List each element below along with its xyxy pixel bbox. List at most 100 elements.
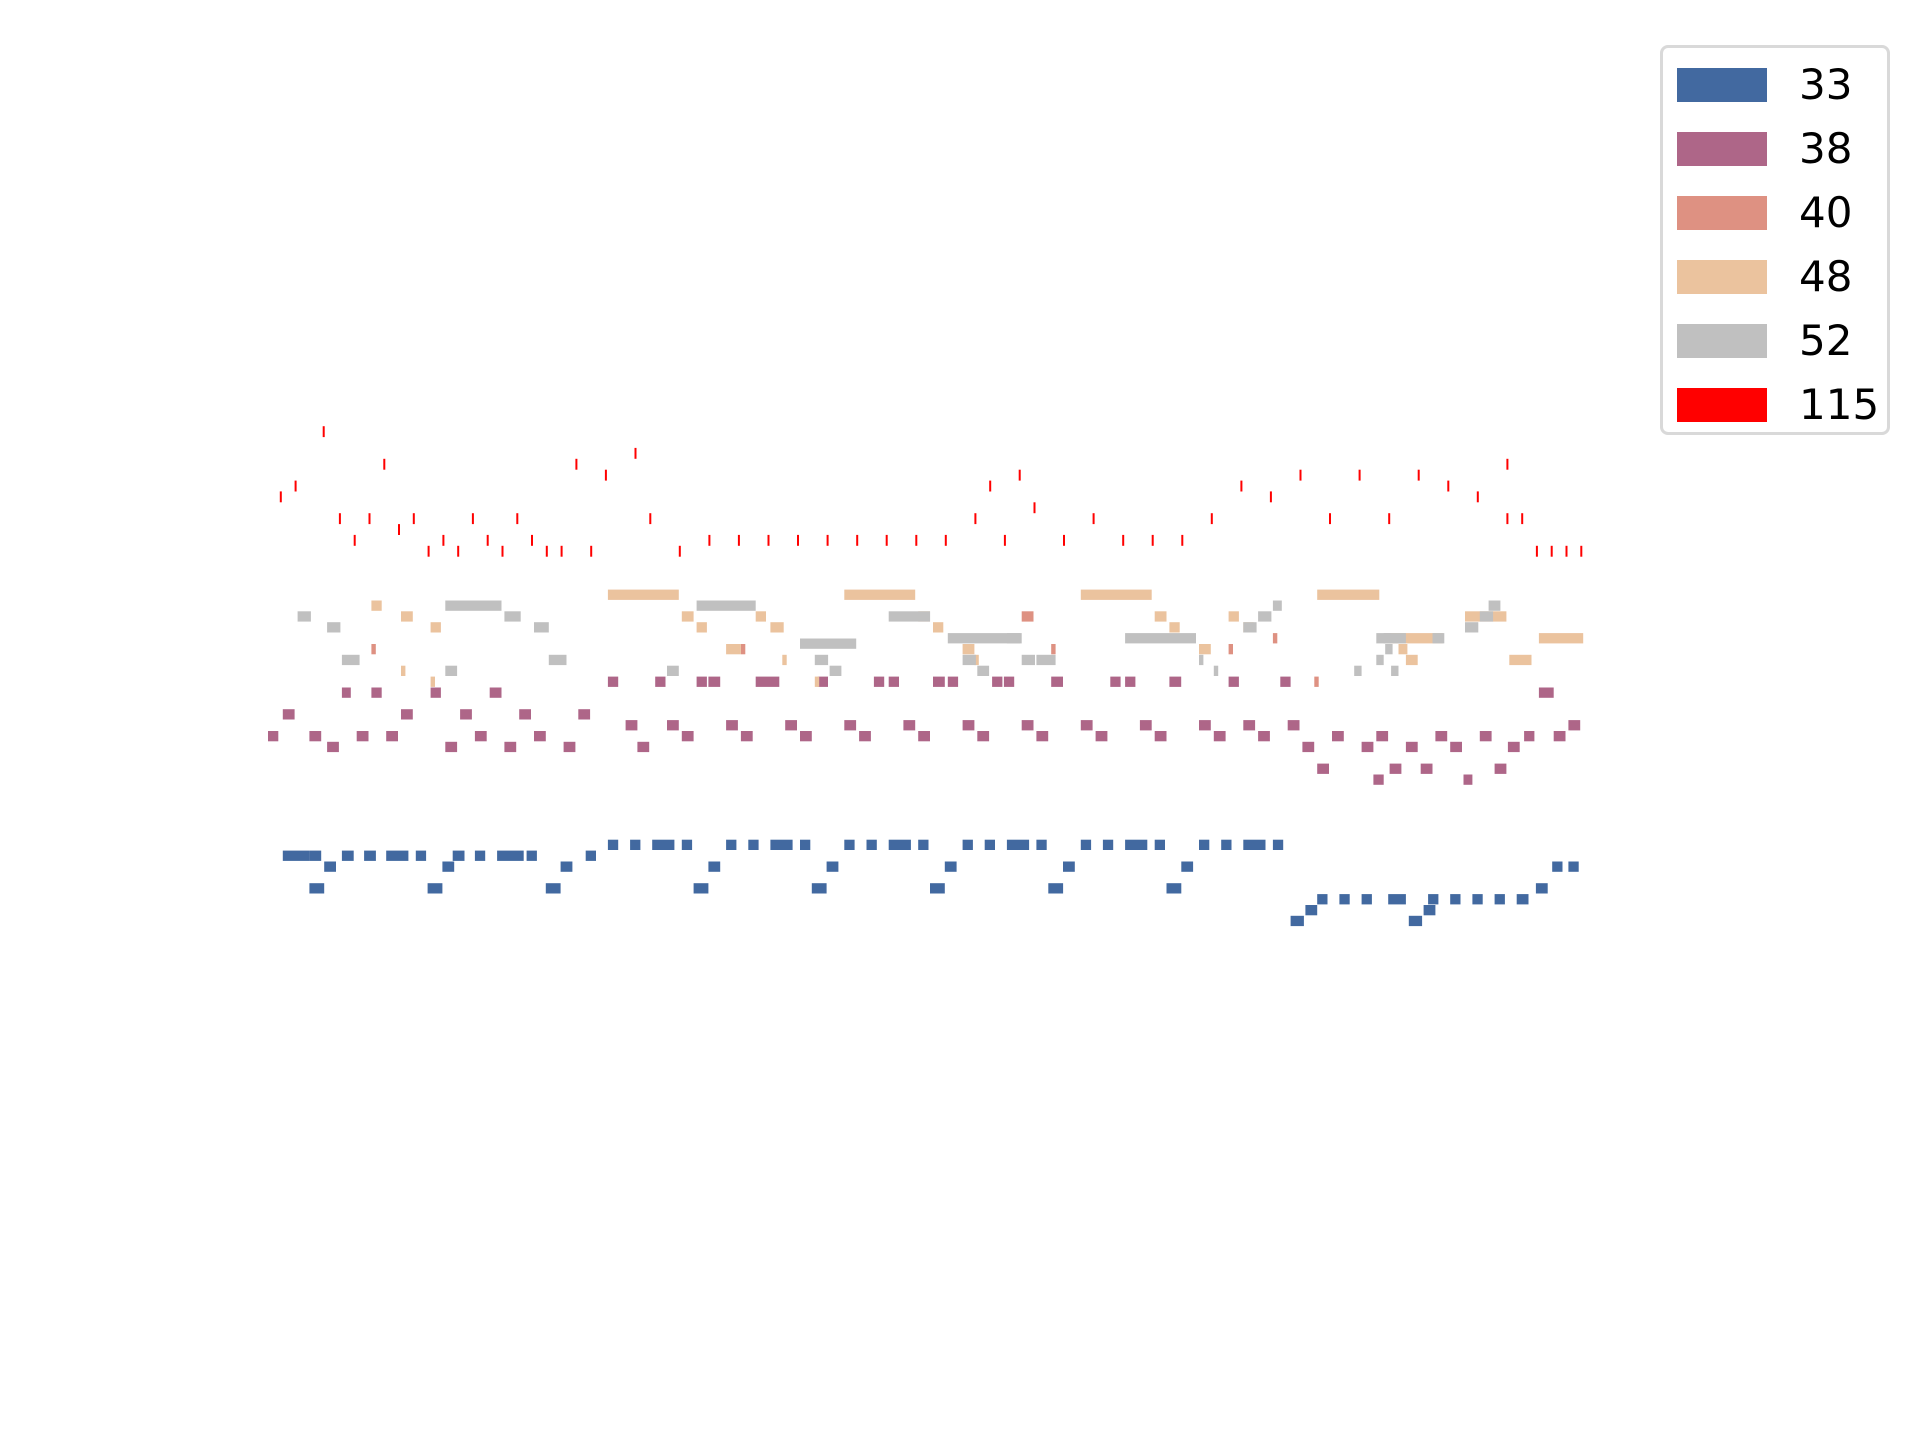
note-48-2 — [430, 622, 441, 633]
note-115-25 — [708, 534, 711, 546]
note-38-9 — [430, 687, 441, 698]
note-52-12 — [829, 665, 842, 676]
note-115-54 — [1506, 513, 1509, 525]
note-33-37 — [1199, 839, 1210, 850]
note-33-47 — [811, 883, 827, 894]
series-40 — [371, 611, 1319, 687]
note-52-30 — [1354, 665, 1362, 676]
note-48-4 — [430, 676, 435, 687]
note-52-17 — [1006, 633, 1021, 644]
note-33-33 — [1080, 839, 1092, 850]
note-48-1 — [401, 611, 413, 622]
note-38-65 — [1332, 731, 1344, 742]
note-33-61 — [1423, 905, 1436, 916]
note-52-31 — [1376, 633, 1406, 644]
note-52-9 — [696, 600, 756, 611]
note-33-3 — [364, 850, 376, 861]
note-115-3 — [338, 513, 341, 525]
note-52-18 — [1021, 654, 1035, 666]
note-52-7 — [445, 665, 458, 676]
note-38-77 — [1507, 741, 1520, 753]
note-38-72 — [1435, 731, 1448, 742]
note-33-50 — [1166, 883, 1182, 894]
note-52-16 — [977, 665, 990, 676]
note-115-40 — [1092, 513, 1095, 525]
note-38-28 — [740, 731, 753, 742]
note-38-20 — [625, 720, 638, 731]
note-115-27 — [767, 534, 770, 546]
legend-label-52: 52 — [1799, 316, 1853, 365]
note-38-58 — [1228, 676, 1239, 687]
note-115-33 — [944, 534, 947, 546]
note-38-2 — [309, 731, 322, 742]
note-48-5 — [607, 589, 679, 600]
note-33-40 — [1272, 839, 1284, 850]
note-48-15 — [933, 622, 944, 633]
note-38-1 — [282, 709, 295, 720]
note-38-44 — [992, 676, 1003, 687]
note-115-58 — [1550, 545, 1553, 557]
note-40-5 — [1272, 633, 1278, 644]
note-38-12 — [474, 731, 487, 742]
note-115-21 — [604, 469, 607, 481]
note-33-36 — [1154, 839, 1165, 850]
note-33-39 — [1243, 839, 1266, 850]
note-38-50 — [1095, 731, 1108, 742]
note-115-9 — [427, 545, 430, 557]
note-33-10 — [585, 850, 596, 861]
note-33-66 — [1568, 861, 1579, 872]
note-48-6 — [681, 611, 694, 622]
note-48-22 — [1228, 611, 1239, 622]
legend: 33 38 40 48 52 115 — [1660, 45, 1890, 435]
note-33-52 — [1339, 894, 1350, 905]
note-48-8 — [726, 644, 741, 655]
note-115-41 — [1122, 534, 1125, 546]
note-52-8 — [667, 665, 679, 676]
note-115-44 — [1210, 513, 1213, 525]
note-38-5 — [356, 731, 369, 742]
legend-item-33: 33 — [1677, 61, 1852, 109]
note-115-19 — [575, 458, 578, 470]
note-33-6 — [452, 850, 465, 861]
note-115-16 — [531, 534, 533, 546]
note-33-11 — [324, 861, 336, 872]
note-33-8 — [497, 850, 524, 861]
note-115-37 — [1018, 469, 1021, 481]
note-38-60 — [1258, 731, 1270, 742]
note-115-11 — [457, 545, 460, 557]
note-38-56 — [1199, 720, 1211, 731]
note-38-8 — [401, 709, 413, 720]
note-52-13 — [888, 611, 931, 622]
note-52-11 — [814, 654, 829, 666]
note-40-2 — [1021, 611, 1034, 622]
note-115-22 — [634, 447, 637, 459]
note-52-20 — [1125, 633, 1196, 644]
note-33-29 — [962, 839, 973, 850]
note-38-71 — [1420, 763, 1433, 774]
note-52-14 — [947, 633, 1022, 644]
legend-label-48: 48 — [1799, 252, 1853, 301]
note-38-55 — [1169, 676, 1182, 687]
note-38-18 — [578, 709, 591, 720]
note-48-26 — [1398, 644, 1408, 655]
note-33-18 — [630, 839, 641, 850]
note-48-20 — [1169, 622, 1180, 633]
note-38-79 — [1538, 687, 1554, 698]
note-115-51 — [1417, 469, 1420, 481]
legend-swatch-115 — [1677, 388, 1767, 422]
note-38-54 — [1154, 731, 1167, 742]
note-38-48 — [1051, 676, 1063, 687]
note-38-69 — [1389, 763, 1402, 774]
note-115-48 — [1329, 513, 1331, 525]
note-38-78 — [1524, 731, 1535, 742]
legend-swatch-48 — [1677, 260, 1767, 294]
note-38-30 — [767, 676, 780, 687]
note-48-27 — [1405, 654, 1418, 666]
note-38-52 — [1125, 676, 1136, 687]
note-115-55 — [1535, 545, 1538, 557]
note-38-74 — [1463, 774, 1473, 785]
note-52-19 — [1036, 654, 1056, 666]
note-38-36 — [873, 676, 885, 687]
note-33-21 — [726, 839, 737, 850]
note-33-58 — [1494, 894, 1505, 905]
